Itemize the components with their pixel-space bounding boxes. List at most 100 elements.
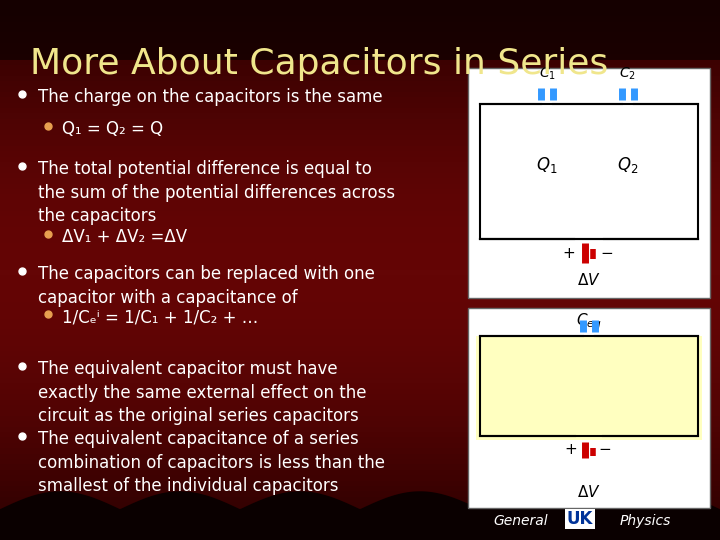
Bar	[0, 86, 720, 92]
Bar	[0, 22, 720, 27]
Bar	[0, 437, 720, 443]
Bar	[0, 227, 720, 232]
Bar	[0, 151, 720, 157]
Bar	[0, 464, 720, 470]
Text: −: −	[598, 442, 611, 457]
Bar	[0, 221, 720, 227]
Bar	[468, 68, 710, 298]
Text: $C_2$: $C_2$	[619, 65, 636, 82]
Text: 1/Cₑⁱ = 1/C₁ + 1/C₂ + …: 1/Cₑⁱ = 1/C₁ + 1/C₂ + …	[62, 308, 258, 326]
Bar	[0, 432, 720, 437]
Bar	[0, 124, 720, 130]
Bar	[480, 336, 698, 436]
Bar	[0, 113, 720, 119]
Bar	[0, 292, 720, 297]
Bar	[0, 481, 720, 486]
Bar	[0, 346, 720, 351]
Bar	[0, 140, 720, 146]
Bar	[0, 65, 720, 70]
Text: +: +	[562, 246, 575, 260]
Bar	[0, 5, 720, 11]
Bar	[0, 286, 720, 292]
Bar	[0, 184, 720, 189]
Bar	[0, 0, 720, 60]
Bar	[0, 59, 720, 65]
Bar	[0, 27, 720, 32]
Bar	[0, 513, 720, 518]
Bar	[0, 454, 720, 459]
Bar	[0, 243, 720, 248]
Bar	[0, 157, 720, 162]
Text: Q₁ = Q₂ = Q: Q₁ = Q₂ = Q	[62, 120, 163, 138]
Text: The equivalent capacitance of a series
combination of capacitors is less than th: The equivalent capacitance of a series c…	[38, 430, 385, 495]
Bar	[0, 389, 720, 394]
Bar	[0, 162, 720, 167]
Bar	[0, 189, 720, 194]
Bar	[0, 0, 720, 5]
Bar	[0, 32, 720, 38]
Text: $Q_2$: $Q_2$	[617, 155, 639, 175]
Bar	[0, 54, 720, 59]
Bar	[0, 130, 720, 135]
Bar	[0, 11, 720, 16]
Bar	[0, 362, 720, 367]
Bar	[0, 475, 720, 481]
Bar	[0, 529, 720, 535]
Text: ΔV₁ + ΔV₂ =ΔV: ΔV₁ + ΔV₂ =ΔV	[62, 228, 187, 246]
Text: $Q_1$: $Q_1$	[536, 155, 558, 175]
Text: $C_1$: $C_1$	[539, 65, 556, 82]
Bar	[0, 319, 720, 324]
Bar	[0, 43, 720, 49]
Bar	[0, 373, 720, 378]
Bar	[0, 146, 720, 151]
Bar	[0, 173, 720, 178]
Bar	[0, 81, 720, 86]
Bar	[0, 443, 720, 448]
Bar	[0, 421, 720, 427]
Bar	[0, 167, 720, 173]
Bar	[0, 259, 720, 265]
Bar	[0, 302, 720, 308]
Bar	[0, 70, 720, 76]
Text: The charge on the capacitors is the same: The charge on the capacitors is the same	[38, 88, 382, 106]
Bar	[0, 119, 720, 124]
Bar	[0, 308, 720, 313]
Bar	[0, 108, 720, 113]
Bar	[0, 427, 720, 432]
Text: The total potential difference is equal to
the sum of the potential differences : The total potential difference is equal …	[38, 160, 395, 225]
Bar	[0, 281, 720, 286]
Bar	[0, 470, 720, 475]
Bar	[0, 378, 720, 383]
Bar	[0, 535, 720, 540]
Bar	[0, 518, 720, 524]
Bar	[0, 508, 720, 513]
Bar	[0, 38, 720, 43]
Bar	[0, 103, 720, 108]
Text: UK: UK	[567, 510, 593, 528]
Text: The equivalent capacitor must have
exactly the same external effect on the
circu: The equivalent capacitor must have exact…	[38, 360, 366, 425]
Bar	[0, 486, 720, 491]
Bar	[476, 336, 702, 440]
Bar	[0, 351, 720, 356]
Bar	[0, 448, 720, 454]
Bar	[0, 200, 720, 205]
Bar	[0, 405, 720, 410]
Bar	[0, 49, 720, 54]
Text: $C_{eq}$: $C_{eq}$	[576, 312, 602, 332]
Bar	[0, 194, 720, 200]
Bar	[0, 211, 720, 216]
Bar	[0, 491, 720, 497]
Text: $\Delta V$: $\Delta V$	[577, 272, 601, 288]
Bar	[0, 524, 720, 529]
Text: −: −	[600, 246, 613, 260]
Bar	[0, 459, 720, 464]
Text: The capacitors can be replaced with one
capacitor with a capacitance of: The capacitors can be replaced with one …	[38, 265, 375, 307]
Bar	[0, 232, 720, 238]
Bar	[0, 135, 720, 140]
Text: General: General	[493, 514, 548, 528]
Bar	[0, 248, 720, 254]
Text: $\Delta V$: $\Delta V$	[577, 484, 601, 500]
Bar	[0, 356, 720, 362]
Bar	[0, 367, 720, 373]
Bar	[480, 104, 698, 239]
